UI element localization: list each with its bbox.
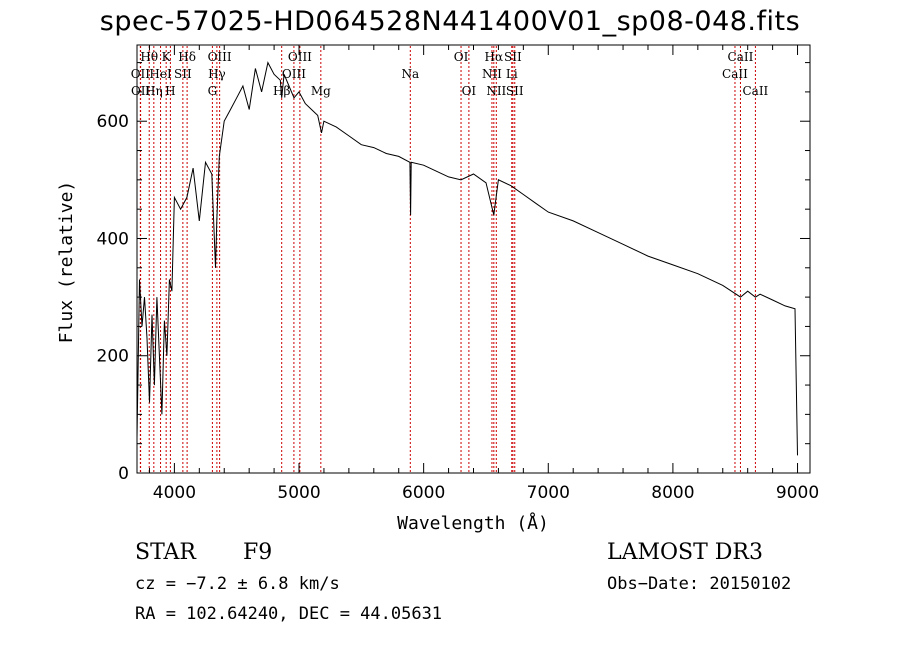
line-label-9: G [208, 84, 218, 98]
line-label-21: NII [486, 84, 506, 98]
x-tick-label-3: 7000 [527, 483, 570, 503]
x-tick-label-4: 8000 [651, 483, 694, 503]
line-label-15: Mg [311, 84, 331, 98]
x-axis-title: Wavelength (Å) [397, 512, 549, 534]
plot-frame [136, 44, 811, 474]
redshift-value: cz = −7.2 ± 6.8 km/s [135, 574, 340, 594]
spectral-line-markers [139, 46, 756, 473]
y-tick-label-3: 600 [97, 112, 129, 132]
line-label-0: OII [131, 67, 151, 81]
x-tick-label-2: 6000 [402, 483, 445, 503]
line-label-13: OIII [282, 67, 306, 81]
y-axis-title: Flux (relative) [56, 181, 77, 344]
object-subclass: F9 [243, 540, 273, 565]
observation-date: Obs−Date: 20150102 [607, 574, 792, 594]
line-label-22: Li [506, 67, 518, 81]
survey-name: LAMOST DR3 [607, 540, 763, 565]
y-tick-label-1: 200 [97, 347, 129, 367]
line-label-10: Hγ [208, 67, 226, 81]
y-tick-label-0: 0 [118, 464, 129, 484]
x-tick-label-1: 5000 [277, 483, 320, 503]
line-label-19: NII [482, 67, 502, 81]
line-label-27: CaII [742, 84, 768, 98]
line-label-16: Na [401, 67, 419, 81]
line-label-17: OI [454, 50, 469, 64]
line-label-20: Hα [485, 50, 504, 64]
x-tick-label-5: 9000 [776, 483, 819, 503]
line-label-25: CaII [722, 67, 748, 81]
axis-tick-labels: 4000 5000 6000 7000 8000 9000 0 200 400 600 [97, 112, 820, 503]
line-label-8: Hδ [178, 50, 196, 64]
object-class: STAR [135, 540, 196, 565]
coordinates: RA = 102.64240, DEC = 44.05631 [135, 604, 443, 624]
spectral-line-labels: OII OII Hθ Hη HeI K H SII Hδ G Hγ OIII Hβ OIII OIII Mg N… [131, 50, 769, 98]
x-tick-label-0: 4000 [153, 483, 196, 503]
line-label-4: HeI [149, 67, 172, 81]
line-label-26: CaII [728, 50, 754, 64]
line-label-1: OII [131, 84, 151, 98]
y-tick-label-2: 400 [97, 229, 129, 249]
line-label-6: H [165, 84, 175, 98]
chart-title: spec-57025-HD064528N441400V01_sp08-048.f… [99, 6, 801, 37]
line-label-23: SII [504, 50, 522, 64]
line-label-2: Hθ [140, 50, 158, 64]
line-label-12: Hβ [273, 84, 290, 98]
axis-ticks [137, 45, 810, 474]
line-label-24: SII [506, 84, 524, 98]
line-label-7: SII [174, 67, 192, 81]
line-label-11: OIII [208, 50, 232, 64]
line-label-5: K [162, 50, 172, 64]
spectrum-line [136, 61, 798, 456]
line-label-18: OI [462, 84, 477, 98]
line-label-3: Hη [145, 84, 163, 98]
line-label-14: OIII [288, 50, 312, 64]
